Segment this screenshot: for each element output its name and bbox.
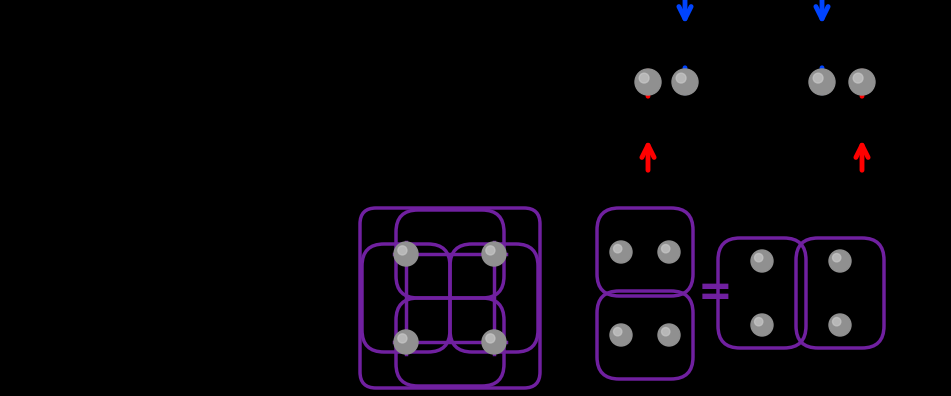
Text: =: = [698, 272, 732, 314]
Circle shape [754, 253, 763, 262]
Circle shape [662, 244, 670, 253]
Circle shape [809, 69, 835, 95]
Circle shape [754, 318, 763, 326]
Circle shape [394, 242, 418, 266]
Circle shape [394, 330, 418, 354]
Circle shape [482, 242, 506, 266]
Circle shape [486, 334, 495, 343]
Circle shape [658, 241, 680, 263]
Circle shape [751, 250, 773, 272]
Circle shape [751, 314, 773, 336]
Circle shape [829, 250, 851, 272]
Circle shape [672, 69, 698, 95]
Circle shape [610, 241, 632, 263]
Circle shape [813, 73, 823, 83]
Circle shape [849, 69, 875, 95]
Circle shape [658, 324, 680, 346]
Circle shape [635, 69, 661, 95]
Circle shape [662, 327, 670, 336]
Circle shape [639, 73, 649, 83]
Circle shape [482, 330, 506, 354]
Circle shape [610, 324, 632, 346]
Circle shape [398, 334, 407, 343]
Circle shape [676, 73, 686, 83]
Circle shape [398, 246, 407, 255]
Circle shape [853, 73, 864, 83]
Circle shape [832, 318, 841, 326]
Circle shape [613, 327, 622, 336]
Circle shape [486, 246, 495, 255]
Circle shape [829, 314, 851, 336]
Circle shape [832, 253, 841, 262]
Circle shape [613, 244, 622, 253]
